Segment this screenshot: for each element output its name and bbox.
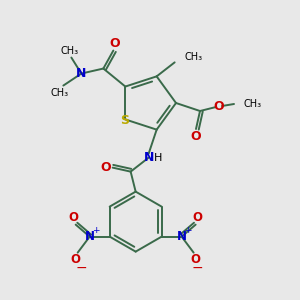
Text: O: O (214, 100, 224, 112)
Text: CH₃: CH₃ (243, 99, 261, 109)
Text: +: + (184, 226, 191, 235)
Text: N: N (85, 230, 95, 243)
Text: H: H (154, 153, 162, 163)
Text: O: O (191, 130, 201, 142)
Text: N: N (143, 151, 154, 164)
Text: O: O (69, 211, 79, 224)
Text: +: + (92, 226, 99, 235)
Text: O: O (71, 253, 81, 266)
Text: O: O (190, 253, 201, 266)
Text: O: O (109, 37, 120, 50)
Text: CH₃: CH₃ (60, 46, 78, 56)
Text: CH₃: CH₃ (185, 52, 203, 62)
Text: −: − (192, 261, 203, 274)
Text: N: N (76, 67, 86, 80)
Text: S: S (120, 114, 129, 127)
Text: CH₃: CH₃ (50, 88, 68, 98)
Text: N: N (177, 230, 187, 243)
Text: O: O (100, 161, 111, 174)
Text: O: O (193, 211, 202, 224)
Text: −: − (76, 261, 88, 274)
